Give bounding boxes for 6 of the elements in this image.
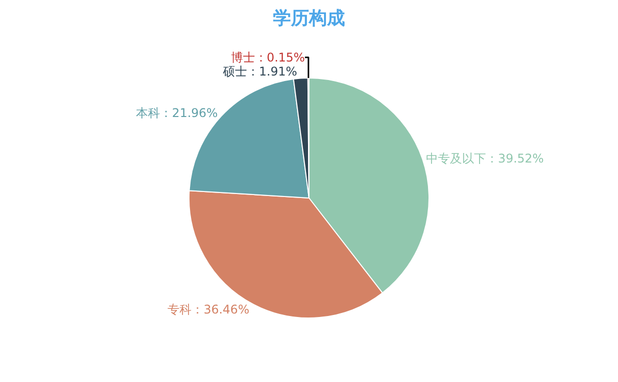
- slice-label: 博士：0.15%: [230, 50, 305, 64]
- slice-label: 中专及以下：39.52%: [426, 151, 544, 166]
- slice-label: 硕士：1.91%: [222, 64, 298, 78]
- slice-label: 本科：21.96%: [136, 106, 218, 120]
- chart-title: 学历构成: [273, 8, 345, 30]
- slice-label: 专科：36.46%: [168, 302, 250, 317]
